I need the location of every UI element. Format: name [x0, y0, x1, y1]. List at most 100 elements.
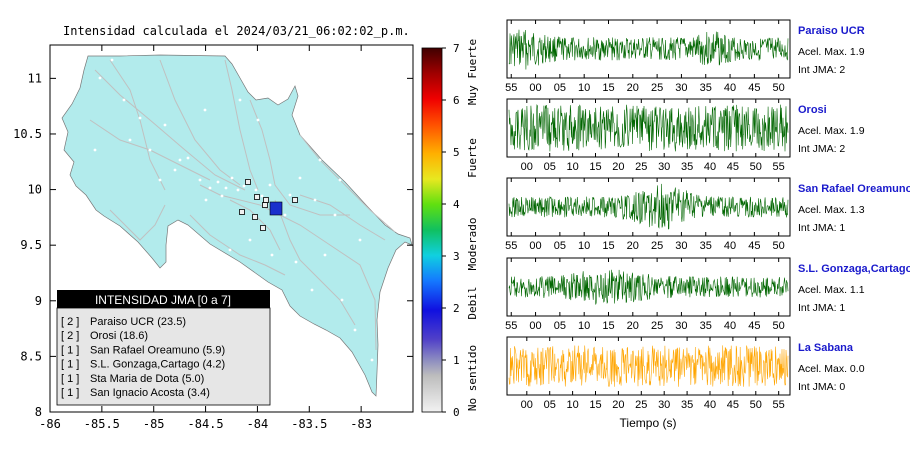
town-dot — [268, 183, 272, 187]
waveform-tick-label: 35 — [681, 399, 693, 411]
town-dot — [220, 194, 224, 198]
road-line — [159, 59, 241, 186]
legend-item-level: [ 1 ] — [61, 373, 79, 385]
town-dot — [138, 116, 142, 120]
waveform-tick-label: 10 — [578, 240, 590, 252]
town-dot — [228, 248, 232, 252]
waveform-trace — [508, 269, 789, 305]
waveform-tick-label: 05 — [544, 399, 556, 411]
town-dot — [248, 238, 252, 242]
town-dot — [163, 123, 167, 127]
waveform-tick-label: 20 — [627, 240, 639, 252]
town-dot — [338, 178, 342, 182]
town-dot — [242, 184, 246, 188]
waveform-tick-label: 20 — [612, 399, 624, 411]
waveform-tick-label: 45 — [748, 320, 760, 332]
legend-item-level: [ 2 ] — [61, 316, 79, 328]
waveform-tick-label: 50 — [750, 161, 762, 173]
waveform-tick-label: 40 — [724, 240, 736, 252]
colorbar-level-label: No sentido — [466, 345, 479, 411]
road-network — [89, 59, 396, 351]
map-title: Intensidad calculada el 2024/03/21_06:02… — [63, 24, 410, 38]
town-dot — [128, 138, 132, 142]
map-frame — [49, 44, 414, 413]
waveform-panel: 00 05 10 15 20 25 30 35 40 45 50 55 La Sabana Acel. M… — [506, 336, 865, 411]
town-dot — [270, 253, 274, 257]
station-name: La Sabana — [798, 342, 854, 354]
station-marker — [263, 197, 269, 203]
waveform-tick-label: 25 — [651, 82, 663, 94]
map-y-tick-label: 9 — [35, 294, 42, 308]
map-y-tick-label: 10 — [28, 183, 42, 197]
waveform-tick-label: 25 — [651, 240, 663, 252]
legend-item-level: [ 1 ] — [61, 387, 79, 399]
town-dots — [93, 58, 374, 362]
waveform-panel: 55 00 05 10 15 20 25 30 35 40 45 50 San Rafael Oream… — [505, 177, 910, 252]
station-markers — [239, 179, 298, 231]
map-y-axis: 11 10.5 10 9.5 9 8.5 8 — [13, 71, 413, 419]
waveform-tick-label: 15 — [602, 320, 614, 332]
town-dot — [254, 188, 258, 192]
waveform-tick-label: 50 — [773, 320, 785, 332]
town-dot — [238, 98, 242, 102]
waveform-trace — [508, 29, 789, 70]
town-dot — [370, 358, 374, 362]
station-intensity: Int JMA: 0 — [798, 381, 845, 393]
town-dot — [198, 178, 202, 182]
town-dot — [283, 213, 287, 217]
town-dot — [323, 253, 327, 257]
waveform-tick-label: 15 — [602, 240, 614, 252]
waveform-tick-label: 00 — [529, 320, 541, 332]
road-line — [109, 59, 166, 191]
town-dot — [158, 178, 162, 182]
colorbar-gradient — [421, 47, 443, 413]
town-dot — [340, 298, 344, 302]
waveform-tick-label: 00 — [521, 161, 533, 173]
colorbar-level-label: Muy Fuerte — [466, 39, 479, 105]
waveform-tick-label: 10 — [578, 82, 590, 94]
waveform-tick-label: 25 — [651, 320, 663, 332]
waveform-trace — [508, 345, 789, 387]
waveform-tick-label: 55 — [505, 240, 517, 252]
town-dot — [93, 148, 97, 152]
waveform-panels: 55 00 05 10 15 20 25 30 35 40 45 50 Paraiso UCR Acel.… — [505, 19, 910, 411]
waveform-tick-label: 05 — [544, 161, 556, 173]
town-dot — [178, 158, 182, 162]
waveform-tick-label: 10 — [566, 399, 578, 411]
waveform-panel: 00 05 10 15 20 25 30 35 40 45 50 55 Orosi Acel. Max. … — [506, 98, 865, 173]
town-dot — [353, 328, 357, 332]
legend-item-level: [ 2 ] — [61, 330, 79, 342]
waveform-tick-label: 25 — [635, 399, 647, 411]
colorbar-tick-label: 2 — [453, 302, 460, 315]
station-marker — [260, 225, 266, 231]
town-dot — [318, 158, 322, 162]
station-intensity: Int JMA: 1 — [798, 302, 845, 314]
station-name: Paraiso UCR — [798, 25, 865, 37]
legend-item-name: Paraiso UCR (23.5) — [90, 316, 186, 328]
waveform-tick-label: 40 — [724, 82, 736, 94]
waveform-tick-label: 45 — [727, 399, 739, 411]
town-dot — [173, 168, 177, 172]
road-line — [274, 199, 356, 326]
town-dot — [310, 288, 314, 292]
station-marker — [245, 179, 251, 185]
station-intensity: Int JMA: 2 — [798, 143, 845, 155]
time-axis-label: Tiempo (s) — [620, 416, 677, 430]
town-dot — [236, 188, 240, 192]
station-intensity: Int JMA: 1 — [798, 222, 845, 234]
waveform-tick-label: 45 — [748, 240, 760, 252]
town-dot — [110, 58, 114, 62]
map-y-tick-label: 8.5 — [20, 349, 42, 363]
legend-item-name: San Rafael Oreamuno (5.9) — [90, 344, 225, 356]
town-dot — [98, 76, 102, 80]
waveform-tick-label: 30 — [658, 399, 670, 411]
waveform-tick-label: 15 — [602, 82, 614, 94]
waveform-tick-label: 35 — [700, 82, 712, 94]
map-x-tick-label: -85 — [143, 417, 165, 431]
waveform-tick-label: 10 — [578, 320, 590, 332]
map-x-tick-label: -83 — [350, 417, 372, 431]
town-dot — [122, 98, 126, 102]
road-line — [94, 69, 246, 191]
legend-item-name: Sta Maria de Dota (5.0) — [90, 373, 204, 385]
legend-item-name: Orosi (18.6) — [90, 330, 148, 342]
